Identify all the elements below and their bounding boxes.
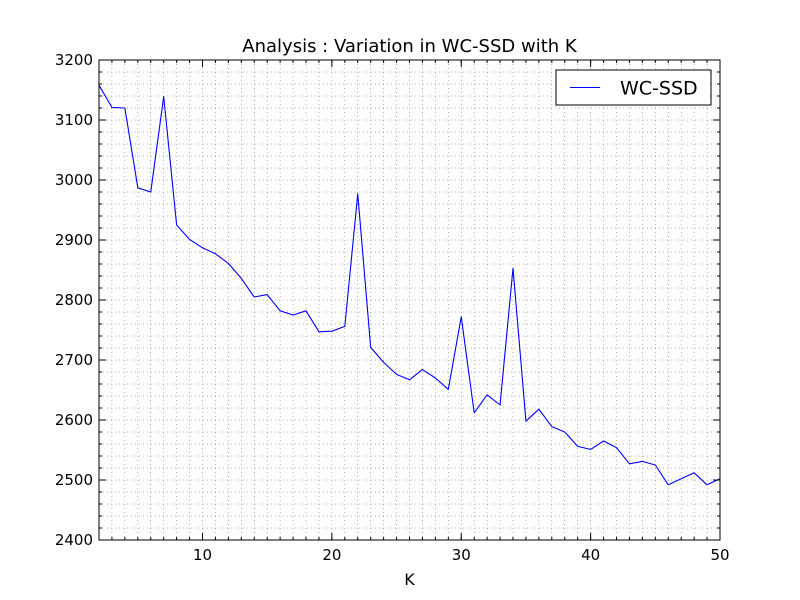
series-line-wc-ssd — [98, 84, 721, 486]
x-tick-label: 30 — [452, 546, 471, 564]
y-tick-label: 3100 — [55, 111, 93, 129]
legend: WC-SSD — [555, 69, 712, 106]
chart-title: Analysis : Variation in WC-SSD with K — [242, 36, 578, 57]
x-tick-label: 50 — [710, 546, 729, 564]
x-tick-label: 10 — [193, 546, 212, 564]
y-tick-label: 2400 — [55, 531, 93, 549]
ticks: 10 20 30 40 50 2400 2500 2600 2700 2800 2900 3000 31… — [55, 51, 730, 564]
legend-label: WC-SSD — [620, 78, 698, 100]
x-tick-label: 40 — [581, 546, 600, 564]
y-tick-label: 3000 — [55, 171, 93, 189]
y-tick-label: 2900 — [55, 231, 93, 249]
grid — [99, 60, 720, 540]
x-tick-label: 20 — [322, 546, 341, 564]
y-tick-label: 2800 — [55, 291, 93, 309]
y-tick-label: 3200 — [55, 51, 93, 69]
series-layer — [98, 84, 721, 486]
y-tick-label: 2600 — [55, 411, 93, 429]
x-axis-label: K — [404, 570, 415, 589]
y-tick-label: 2500 — [55, 471, 93, 489]
y-tick-label: 2700 — [55, 351, 93, 369]
